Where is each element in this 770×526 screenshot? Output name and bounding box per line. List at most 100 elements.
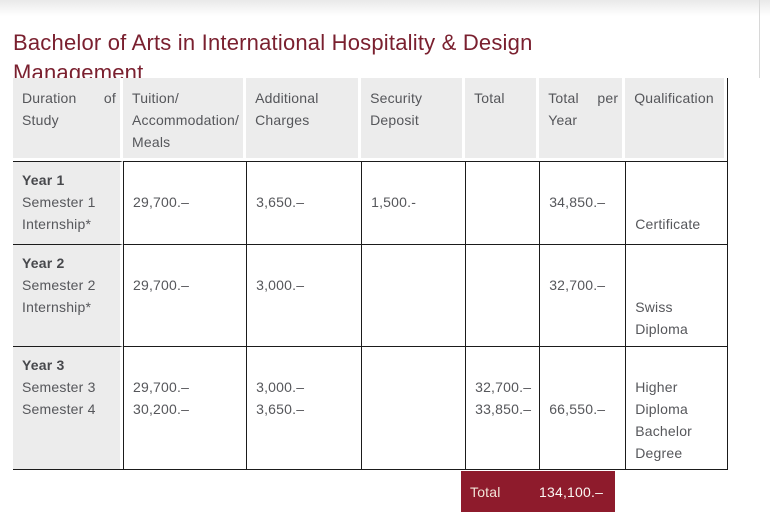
semester-label: Semester 2 [22, 277, 96, 293]
cell-year3-duration: Year 3 Semester 3 Semester 4 [13, 346, 123, 469]
fees-table-header: Duration of Study Tuition/ Accommodation/… [13, 78, 728, 161]
cell-year1-total [465, 161, 540, 244]
cell-year3-qualification: Higher Diploma Bachelor Degree [625, 346, 728, 469]
spacer [635, 274, 719, 296]
cell-year2-qualification: Swiss Diploma [625, 244, 728, 346]
spacer [635, 354, 719, 376]
header-text: Duration [22, 90, 77, 106]
col-header-qualification: Qualification [625, 78, 728, 161]
page-title: Bachelor of Arts in International Hospit… [13, 28, 533, 88]
col-header-total: Total [465, 78, 540, 161]
amount: 3,650.– [256, 194, 305, 210]
amount: 29,700.– [133, 277, 190, 293]
amount: 66,550.– [549, 401, 606, 417]
spacer [256, 252, 353, 274]
qualification-label: Degree [635, 445, 683, 461]
cell-year1-deposit: 1,500.- [361, 161, 466, 244]
col-header-tuition-accommodation-meals: Tuition/ Accommodation/ Meals [123, 78, 247, 161]
cell-year3-total: 32,700.– 33,850.– [465, 346, 540, 469]
amount: 30,200.– [133, 401, 190, 417]
cell-year1-tuition: 29,700.– [123, 161, 247, 244]
page-edge-line [759, 0, 760, 78]
amount: 1,500.- [371, 194, 417, 210]
spacer [133, 354, 238, 376]
col-header-total-per-year: Total per Year [539, 78, 626, 161]
cell-year2-additional: 3,000.– [246, 244, 362, 346]
header-text: Accommodation/ [132, 112, 240, 128]
cell-year1-qualification: Certificate [625, 161, 728, 244]
col-header-security-deposit: Security Deposit [361, 78, 466, 161]
header-text: per [597, 90, 619, 106]
cell-year2-tuition: 29,700.– [123, 244, 247, 346]
spacer [549, 376, 617, 398]
cell-year2-deposit [361, 244, 466, 346]
qualification-label: Diploma [635, 401, 688, 417]
grand-total-amount: 134,100.– [539, 483, 604, 500]
header-text: Qualification [634, 90, 714, 106]
header-text: Study [22, 112, 59, 128]
spacer [371, 169, 457, 191]
spacer [549, 354, 617, 376]
col-header-additional-charges: Additional Charges [246, 78, 362, 161]
amount: 33,850.– [475, 401, 532, 417]
internship-label: Internship* [22, 216, 92, 232]
header-text: Year [548, 112, 578, 128]
cell-year3-total-per-year: 66,550.– [539, 346, 626, 469]
header-text: Charges [255, 112, 310, 128]
header-text: Tuition/ [132, 90, 179, 106]
header-text: Meals [132, 134, 171, 150]
spacer [635, 252, 719, 274]
header-text: Deposit [370, 112, 419, 128]
grand-total-box: Total 134,100.– [461, 471, 615, 512]
semester-label: Semester 1 [22, 194, 96, 210]
amount: 3,650.– [256, 401, 305, 417]
year-label: Year 3 [22, 357, 65, 373]
amount: 29,700.– [133, 379, 190, 395]
qualification-label: Bachelor [635, 423, 693, 439]
cell-year2-total [465, 244, 540, 346]
amount: 34,850.– [549, 194, 606, 210]
spacer [549, 169, 617, 191]
semester-label: Semester 4 [22, 401, 96, 417]
amount: 3,000.– [256, 277, 305, 293]
cell-year1-additional: 3,650.– [246, 161, 362, 244]
cell-year2-duration: Year 2 Semester 2 Internship* [13, 244, 123, 346]
cell-year2-total-per-year: 32,700.– [539, 244, 626, 346]
cell-year1-total-per-year: 34,850.– [539, 161, 626, 244]
table-row-year1: Year 1 Semester 1 Internship* 29,700.– 3… [13, 161, 728, 244]
spacer [133, 169, 238, 191]
qualification-label: Certificate [635, 216, 701, 232]
year-label: Year 2 [22, 255, 65, 271]
qualification-label: Swiss [635, 299, 673, 315]
header-row: Duration of Study Tuition/ Accommodation/… [13, 78, 728, 161]
qualification-label: Higher [635, 379, 678, 395]
spacer [133, 252, 238, 274]
header-text: Total [548, 90, 579, 106]
header-text: Additional [255, 90, 319, 106]
page-top-shade [0, 0, 770, 16]
semester-label: Semester 3 [22, 379, 96, 395]
spacer [475, 354, 531, 376]
spacer [635, 191, 719, 213]
col-header-duration-of-study: Duration of Study [13, 78, 123, 161]
spacer [635, 169, 719, 191]
page-title-line1: Bachelor of Arts in International Hospit… [13, 29, 533, 55]
cell-year3-tuition: 29,700.– 30,200.– [123, 346, 247, 469]
spacer [549, 252, 617, 274]
header-line: Duration of [22, 87, 116, 109]
spacer [256, 354, 353, 376]
year-label: Year 1 [22, 172, 65, 188]
cell-year1-duration: Year 1 Semester 1 Internship* [13, 161, 123, 244]
header-text: Security [370, 90, 423, 106]
grand-total-label: Total [470, 483, 501, 500]
header-text: Total [474, 90, 505, 106]
qualification-label: Diploma [635, 321, 688, 337]
table-row-year2: Year 2 Semester 2 Internship* 29,700.– 3… [13, 244, 728, 346]
amount: 32,700.– [475, 379, 532, 395]
header-text: of [103, 90, 116, 106]
cell-year3-additional: 3,000.– 3,650.– [246, 346, 362, 469]
amount: 3,000.– [256, 379, 305, 395]
internship-label: Internship* [22, 299, 92, 315]
amount: 29,700.– [133, 194, 190, 210]
spacer [256, 169, 353, 191]
